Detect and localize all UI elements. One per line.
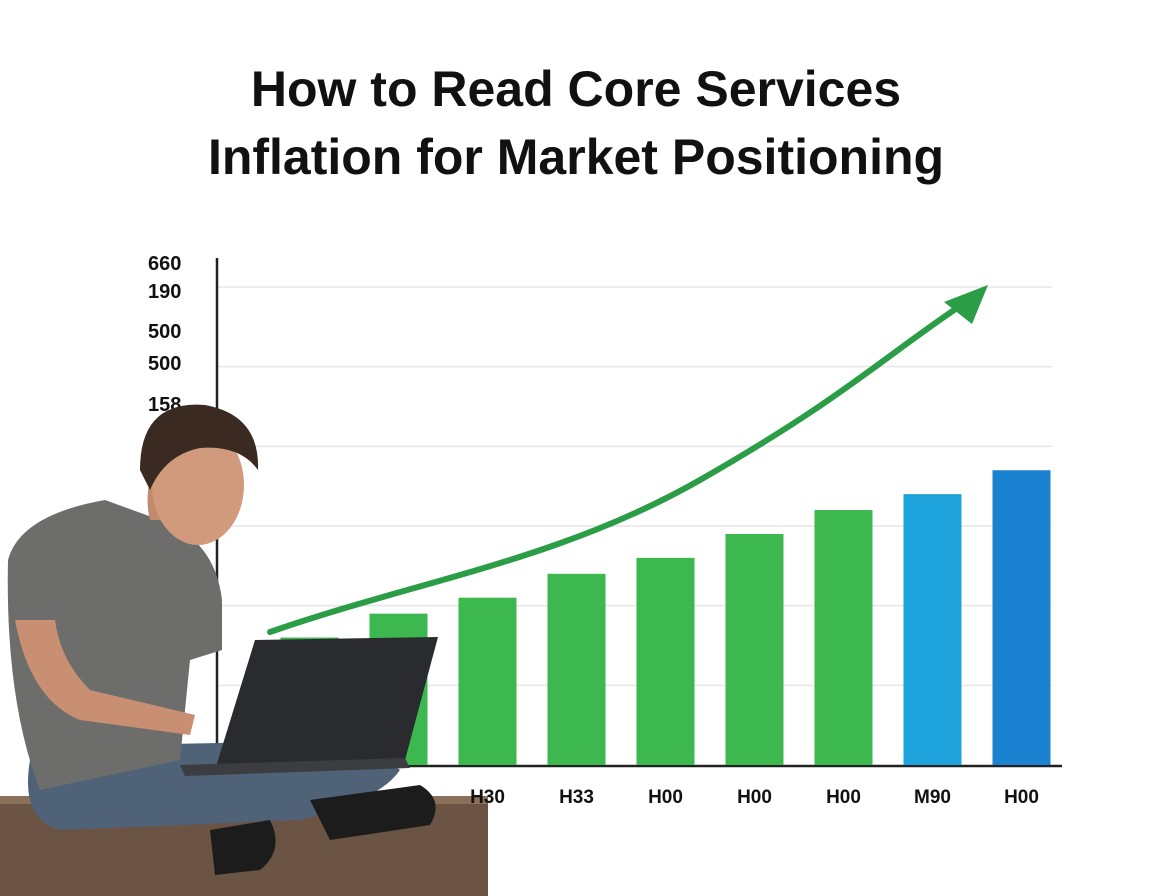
trend-arrow (267, 303, 963, 635)
x-tick-label: H00 (1004, 787, 1039, 808)
x-tick-label: H33 (559, 787, 594, 808)
bar (636, 557, 695, 765)
x-tick-label: H00 (826, 787, 861, 808)
x-tick-label: M90 (914, 787, 951, 808)
bar (725, 533, 784, 765)
arrow-head (944, 285, 988, 324)
y-label: 500 (148, 321, 181, 343)
shoe (310, 785, 436, 840)
person (0, 404, 488, 896)
bar (814, 510, 873, 765)
bar (547, 573, 606, 765)
bar (992, 470, 1051, 765)
x-tick-label: H00 (648, 787, 683, 808)
bar (458, 597, 517, 765)
laptop-base (180, 758, 410, 776)
arm (15, 620, 195, 735)
x-labels: H30 H33 H00 H00 H00 M90 H00 (470, 787, 1039, 808)
y-label: 500 (148, 353, 181, 375)
bar (903, 494, 962, 765)
laptop (215, 637, 438, 770)
y-label: 660 (148, 253, 181, 275)
title-line: Inflation for Market Positioning (208, 129, 944, 185)
y-label: 190 (148, 281, 181, 303)
title-line: How to Read Core Services (251, 61, 901, 117)
x-tick-label: H00 (737, 787, 772, 808)
shoe (210, 820, 276, 875)
x-tick-label: H30 (470, 787, 505, 808)
hair (140, 404, 259, 490)
